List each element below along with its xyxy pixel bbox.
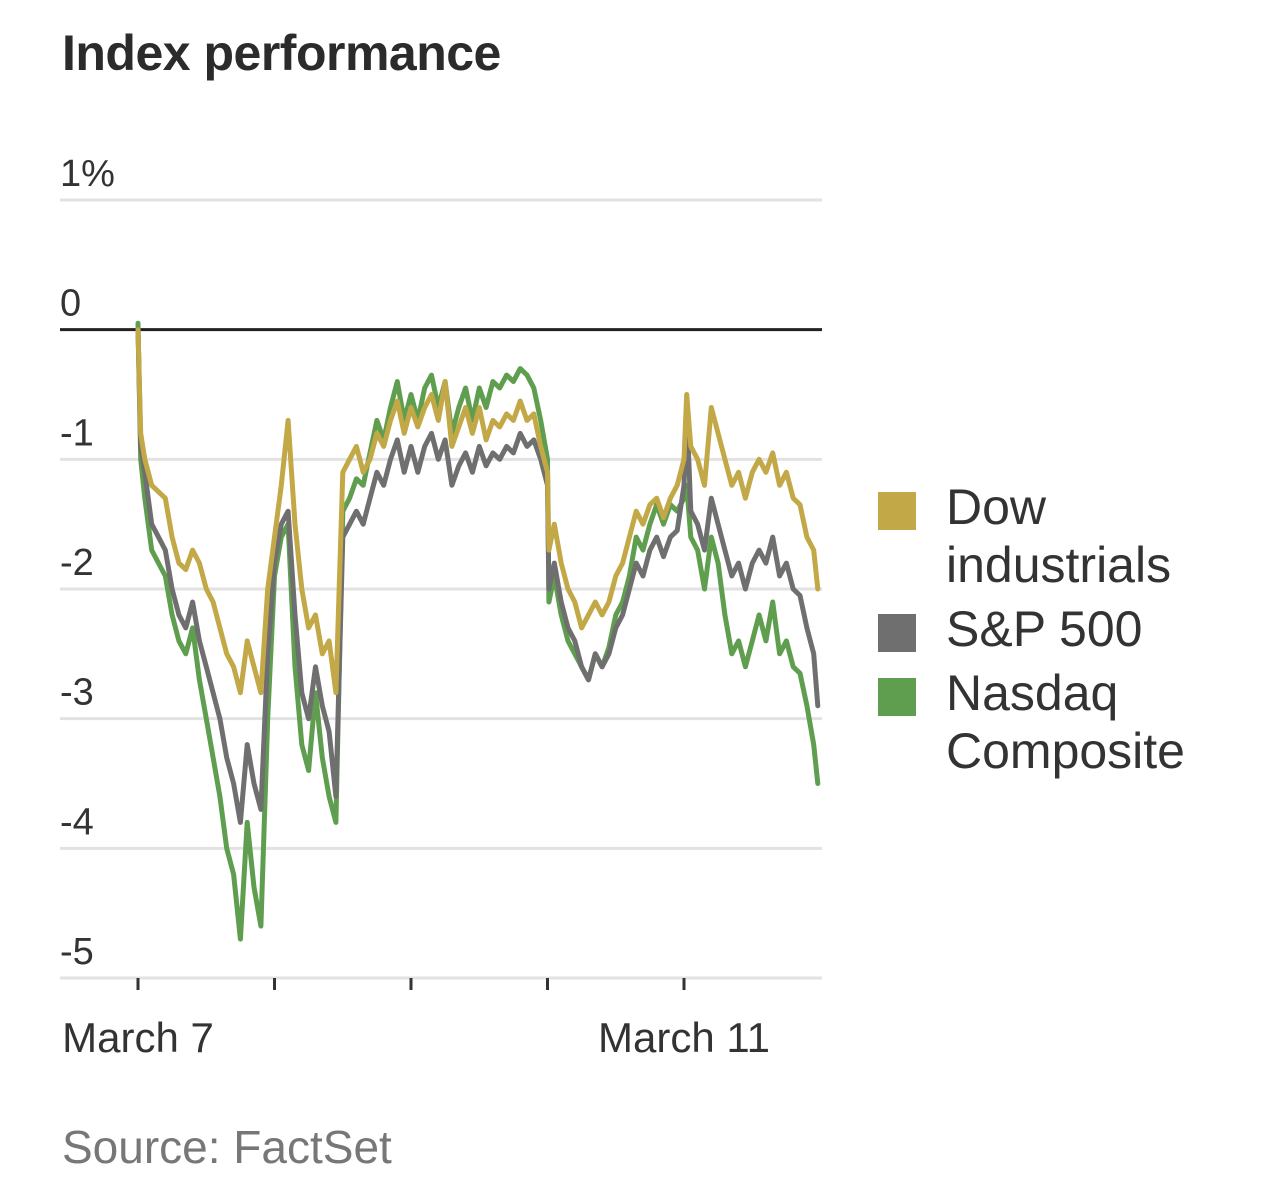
x-tick-label: March 7 [62, 1014, 214, 1061]
series-line-dow [135, 327, 821, 696]
legend-swatch-dow [878, 492, 916, 530]
legend-label-nasdaq: Nasdaq Composite [946, 665, 1185, 779]
series-line-sp500 [135, 327, 821, 825]
legend-swatch-sp500 [878, 614, 916, 652]
series-lines [135, 320, 821, 942]
chart-title: Index performance [62, 25, 501, 81]
legend: Dow industrials S&P 500 Nasdaq Composite [878, 478, 1246, 786]
source-note: Source: FactSet [62, 1121, 392, 1173]
legend-item-sp500: S&P 500 [878, 600, 1246, 658]
y-tick-label: 0 [60, 283, 81, 325]
y-axis-ticks: 1% 0 -1 -2 -3 -4 -5 [60, 153, 115, 973]
legend-item-dow: Dow industrials [878, 478, 1246, 594]
y-tick-label: -1 [60, 412, 94, 454]
y-tick-label: 1% [60, 153, 115, 195]
x-tick-label: March 11 [598, 1014, 770, 1061]
y-tick-label: -5 [60, 931, 94, 973]
y-tick-label: -4 [60, 801, 94, 843]
y-tick-label: -2 [60, 542, 94, 584]
gridlines [60, 198, 822, 980]
series-line-nasdaq [135, 320, 821, 942]
legend-swatch-nasdaq [878, 678, 916, 716]
legend-label-sp500: S&P 500 [946, 601, 1143, 657]
legend-label-dow: Dow industrials [946, 479, 1172, 593]
legend-item-nasdaq: Nasdaq Composite [878, 664, 1246, 780]
y-tick-label: -3 [60, 672, 94, 714]
x-axis-ticks: March 7 March 11 [62, 978, 770, 1061]
